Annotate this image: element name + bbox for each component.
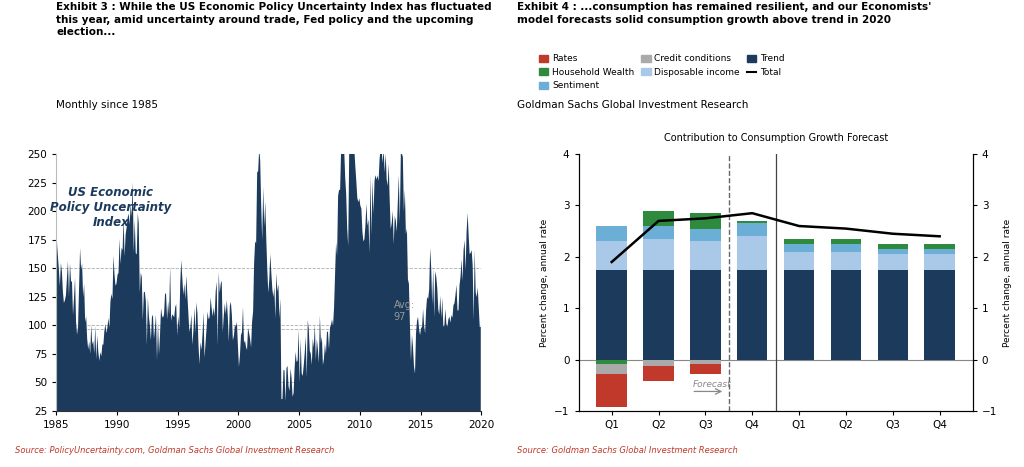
- Bar: [596, 360, 627, 364]
- Bar: [690, 269, 721, 360]
- Total: [793, 223, 805, 229]
- Bar: [830, 244, 861, 252]
- Legend: Rates, Household Wealth, Sentiment, Credit conditions, Disposable income, Trend,: Rates, Household Wealth, Sentiment, Cred…: [536, 51, 787, 94]
- Bar: [690, 360, 721, 364]
- Bar: [830, 252, 861, 269]
- Total: [840, 226, 852, 231]
- Bar: [878, 269, 908, 360]
- Bar: [830, 239, 861, 244]
- Bar: [925, 254, 954, 269]
- Total: [605, 259, 617, 265]
- Bar: [690, 364, 721, 374]
- Bar: [596, 374, 627, 407]
- Bar: [596, 269, 627, 360]
- Text: Forecast: Forecast: [692, 381, 731, 389]
- Bar: [690, 241, 721, 269]
- Bar: [690, 228, 721, 241]
- Text: Avg:
97: Avg: 97: [394, 300, 415, 322]
- Y-axis label: Percent change, annual rate: Percent change, annual rate: [1002, 219, 1012, 347]
- Bar: [878, 244, 908, 249]
- Text: Monthly since 1985: Monthly since 1985: [56, 100, 159, 110]
- Bar: [596, 241, 627, 269]
- Bar: [784, 252, 814, 269]
- Text: Goldman Sachs Global Investment Research: Goldman Sachs Global Investment Research: [517, 100, 749, 110]
- Bar: [784, 239, 814, 244]
- Bar: [737, 221, 767, 223]
- Total: [699, 215, 712, 221]
- Line: Total: Total: [611, 213, 940, 262]
- Bar: [925, 249, 954, 254]
- Text: Contribution to Consumption Growth Forecast: Contribution to Consumption Growth Forec…: [664, 133, 888, 143]
- Bar: [596, 364, 627, 374]
- Bar: [643, 211, 674, 226]
- Bar: [878, 249, 908, 254]
- Text: Source: PolicyUncertainty.com, Goldman Sachs Global Investment Research: Source: PolicyUncertainty.com, Goldman S…: [15, 446, 335, 455]
- Total: [887, 231, 899, 236]
- Bar: [737, 236, 767, 269]
- Text: Exhibit 3 : While the US Economic Policy Uncertainty Index has fluctuated
this y: Exhibit 3 : While the US Economic Policy…: [56, 2, 492, 37]
- Bar: [643, 226, 674, 239]
- Bar: [878, 254, 908, 269]
- Bar: [830, 269, 861, 360]
- Bar: [925, 269, 954, 360]
- Bar: [643, 360, 674, 366]
- Text: Source: Goldman Sachs Global Investment Research: Source: Goldman Sachs Global Investment …: [517, 446, 738, 455]
- Bar: [643, 269, 674, 360]
- Total: [746, 210, 759, 216]
- Bar: [784, 244, 814, 252]
- Bar: [690, 213, 721, 228]
- Bar: [596, 226, 627, 241]
- Total: [934, 234, 946, 239]
- Total: [652, 218, 665, 224]
- Bar: [925, 244, 954, 249]
- Bar: [643, 239, 674, 269]
- Bar: [737, 269, 767, 360]
- Bar: [737, 223, 767, 236]
- Text: US Economic
Policy Uncertainty
Index: US Economic Policy Uncertainty Index: [50, 186, 172, 229]
- Y-axis label: Percent change, annual rate: Percent change, annual rate: [540, 219, 549, 347]
- Text: Exhibit 4 : ...consumption has remained resilient, and our Economists'
model for: Exhibit 4 : ...consumption has remained …: [517, 2, 932, 25]
- Bar: [643, 366, 674, 381]
- Bar: [784, 269, 814, 360]
